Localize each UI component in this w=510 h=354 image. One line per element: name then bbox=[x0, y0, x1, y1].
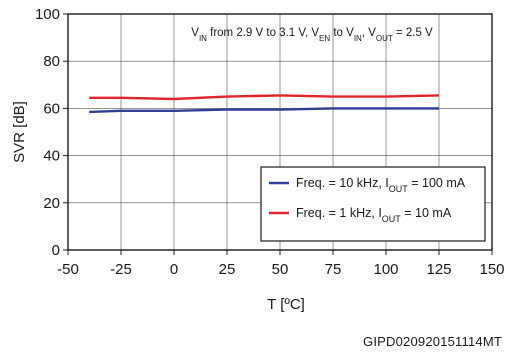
series-lines bbox=[89, 94, 440, 114]
y-tick-label: 100 bbox=[35, 6, 60, 23]
x-tick-labels: -50 -25 0 25 50 75 100 125 150 bbox=[57, 250, 505, 278]
x-tick-label: 100 bbox=[373, 261, 398, 278]
y-tick-label: 80 bbox=[43, 53, 60, 70]
x-tick-label: 0 bbox=[170, 261, 178, 278]
y-tick-label: 60 bbox=[43, 100, 60, 117]
x-tick-label: 50 bbox=[272, 261, 289, 278]
x-tick-label: 125 bbox=[426, 261, 451, 278]
x-tick-label: 150 bbox=[479, 261, 504, 278]
y-tick-label: 40 bbox=[43, 148, 60, 165]
legend: Freq. = 10 kHz, IOUT = 100 mA Freq. = 1 k… bbox=[260, 166, 486, 242]
series-line-1 bbox=[89, 107, 439, 114]
x-tick-label: 25 bbox=[219, 261, 236, 278]
y-tick-label: 20 bbox=[43, 195, 60, 212]
y-tick-label: 0 bbox=[52, 242, 60, 259]
figure-code: GIPD020920151114MT bbox=[363, 334, 502, 349]
x-tick-label: 75 bbox=[325, 261, 342, 278]
legend-box bbox=[260, 166, 486, 242]
legend-label-1: Freq. = 10 kHz, IOUT = 100 mA bbox=[296, 176, 466, 194]
x-tick-label: -50 bbox=[57, 261, 79, 278]
y-tick-labels: 0 20 40 60 80 100 bbox=[35, 6, 68, 259]
x-tick-label: -25 bbox=[110, 261, 132, 278]
series-line-2 bbox=[89, 94, 440, 101]
x-axis-label: T [ºC] bbox=[267, 296, 305, 313]
conditions-annotation: VIN from 2.9 V to 3.1 V, VEN to VIN, VOU… bbox=[191, 27, 433, 43]
legend-label-2: Freq. = 1 kHz, IOUT = 10 mA bbox=[296, 206, 452, 224]
y-axis-label: SVR [dB] bbox=[11, 101, 28, 163]
